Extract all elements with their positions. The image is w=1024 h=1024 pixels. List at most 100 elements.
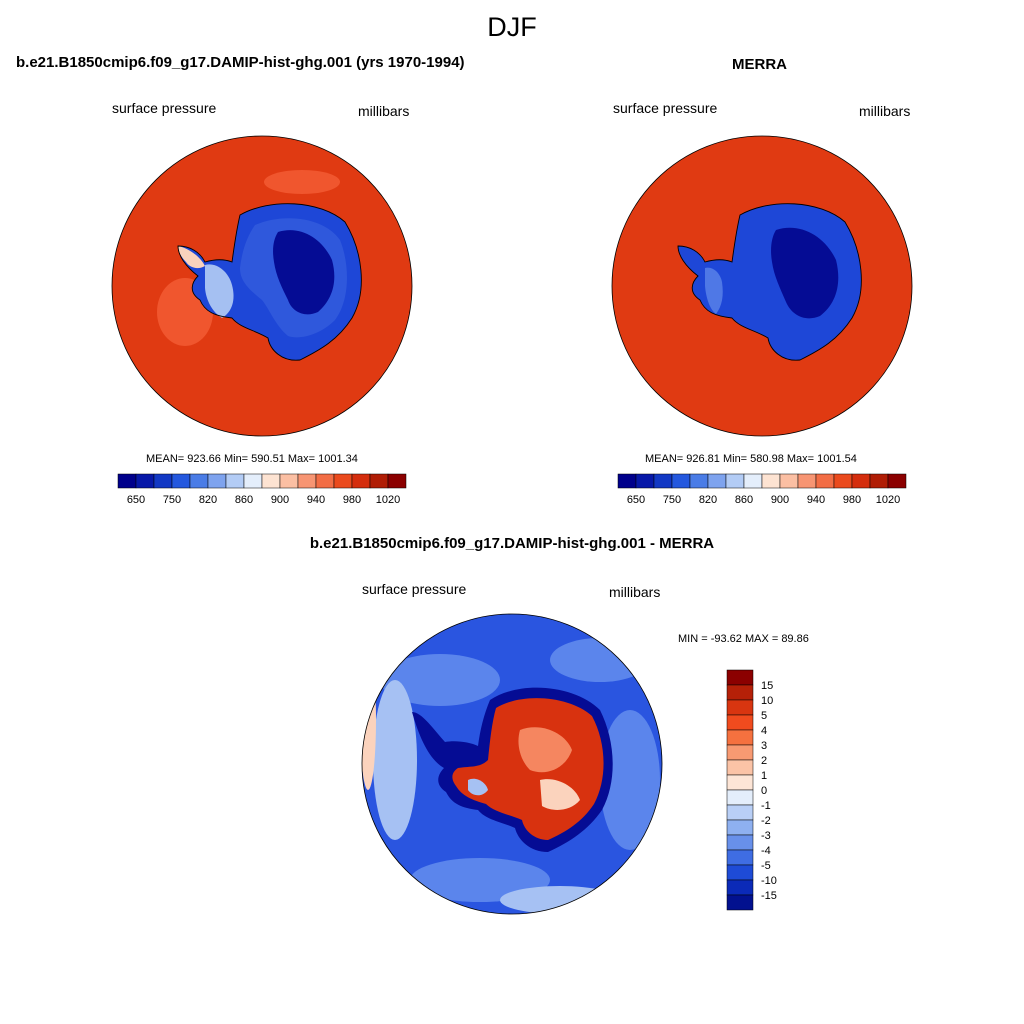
panel1-stats: MEAN= 923.66 Min= 590.51 Max= 1001.34 [146, 453, 358, 465]
colorbar-tick-label: 10 [761, 695, 773, 707]
panel2-title: MERRA [732, 56, 787, 73]
map-model [112, 136, 412, 436]
colorbar-tick-label: -15 [761, 890, 777, 902]
colorbar-swatch [726, 864, 754, 881]
colorbar-swatch [726, 759, 754, 776]
colorbar-tick-label: 940 [307, 494, 325, 506]
colorbar-swatch [153, 473, 173, 489]
colorbar-tick-label: 860 [235, 494, 253, 506]
colorbar-tick-label: 650 [127, 494, 145, 506]
colorbar-swatch [851, 473, 871, 489]
colorbar-tick-label: 3 [761, 740, 767, 752]
colorbar-swatch [207, 473, 227, 489]
colorbar-swatch [635, 473, 655, 489]
colorbar-swatch [689, 473, 709, 489]
colorbar-tick-label: 820 [699, 494, 717, 506]
colorbar-swatch [726, 819, 754, 836]
colorbar-swatch [225, 473, 245, 489]
colorbar-swatch [243, 473, 263, 489]
colorbar-tick-label: 15 [761, 680, 773, 692]
colorbar-swatch [726, 669, 754, 686]
colorbar-tick-label: 750 [663, 494, 681, 506]
colorbar-tick-label: -5 [761, 860, 771, 872]
colorbar-tick-label: 980 [843, 494, 861, 506]
colorbar-tick-label: 2 [761, 755, 767, 767]
colorbar-swatch [797, 473, 817, 489]
panel1-units-label: millibars [358, 103, 410, 119]
panel3-title: b.e21.B1850cmip6.f09_g17.DAMIP-hist-ghg.… [309, 535, 715, 552]
colorbar-swatch [887, 473, 907, 489]
colorbar-tick-label: 1020 [376, 494, 400, 506]
colorbar-swatch [671, 473, 691, 489]
colorbar-tick-label: -3 [761, 830, 771, 842]
colorbar-tick-label: 900 [771, 494, 789, 506]
colorbar-swatch [279, 473, 299, 489]
colorbar-swatch [617, 473, 637, 489]
colorbar-tick-label: 860 [735, 494, 753, 506]
colorbar-swatch [726, 729, 754, 746]
colorbar-swatch [726, 744, 754, 761]
panel3-units-label: millibars [609, 584, 661, 600]
colorbar-merra: 650 750 820 860 900 940 980 1020 [617, 473, 907, 506]
colorbar-swatch [726, 684, 754, 701]
colorbar-swatch [726, 894, 754, 911]
panel1-title: b.e21.B1850cmip6.f09_g17.DAMIP-hist-ghg.… [16, 54, 465, 71]
colorbar-tick-label: 5 [761, 710, 767, 722]
colorbar-tick-label: 900 [271, 494, 289, 506]
colorbar-tick-label: -1 [761, 800, 771, 812]
colorbar-swatch [726, 804, 754, 821]
figure-title: DJF [487, 12, 537, 42]
colorbar-tick-label: 940 [807, 494, 825, 506]
colorbar-swatch [351, 473, 371, 489]
colorbar-swatch [189, 473, 209, 489]
colorbar-swatch [707, 473, 727, 489]
colorbar-swatch [726, 714, 754, 731]
colorbar-swatch [815, 473, 835, 489]
colorbar-swatch [726, 849, 754, 866]
map-difference [362, 614, 662, 914]
colorbar-tick-label: 980 [343, 494, 361, 506]
colorbar-swatch [726, 834, 754, 851]
colorbar-tick-label: 820 [199, 494, 217, 506]
colorbar-swatch [369, 473, 389, 489]
colorbar-swatch [315, 473, 335, 489]
panel2-units-label: millibars [859, 103, 911, 119]
colorbar-swatch [726, 789, 754, 806]
colorbar-swatch [869, 473, 889, 489]
colorbar-swatch [297, 473, 317, 489]
map-merra-border [611, 135, 913, 437]
colorbar-tick-label: 750 [163, 494, 181, 506]
colorbar-swatch [833, 473, 853, 489]
colorbar-tick-label: 650 [627, 494, 645, 506]
colorbar-swatch [135, 473, 155, 489]
colorbar-tick-label: -10 [761, 875, 777, 887]
colorbar-swatch [726, 699, 754, 716]
colorbar-swatch [261, 473, 281, 489]
panel2-variable-label: surface pressure [613, 100, 718, 116]
colorbar-tick-label: -4 [761, 845, 771, 857]
map-difference-border [361, 613, 663, 915]
colorbar-swatch [117, 473, 137, 489]
colorbar-swatch [726, 774, 754, 791]
colorbar-swatch [743, 473, 763, 489]
colorbar-tick-label: -2 [761, 815, 771, 827]
colorbar-swatch [726, 879, 754, 896]
panel1-variable-label: surface pressure [112, 100, 217, 116]
colorbar-swatch [779, 473, 799, 489]
colorbar-swatch [653, 473, 673, 489]
colorbar-swatch [333, 473, 353, 489]
colorbar-tick-label: 4 [761, 725, 767, 737]
panel2-stats: MEAN= 926.81 Min= 580.98 Max= 1001.54 [645, 453, 857, 465]
panel3-variable-label: surface pressure [362, 581, 467, 597]
colorbar-tick-label: 0 [761, 785, 767, 797]
map-model-border [111, 135, 413, 437]
colorbar-model: 650 750 820 860 900 940 980 1020 [117, 473, 407, 506]
panel3-stats: MIN = -93.62 MAX = 89.86 [678, 633, 809, 645]
colorbar-swatch [171, 473, 191, 489]
colorbar-swatch [761, 473, 781, 489]
map-merra [612, 136, 912, 436]
colorbar-swatch [725, 473, 745, 489]
colorbar-tick-label: 1 [761, 770, 767, 782]
